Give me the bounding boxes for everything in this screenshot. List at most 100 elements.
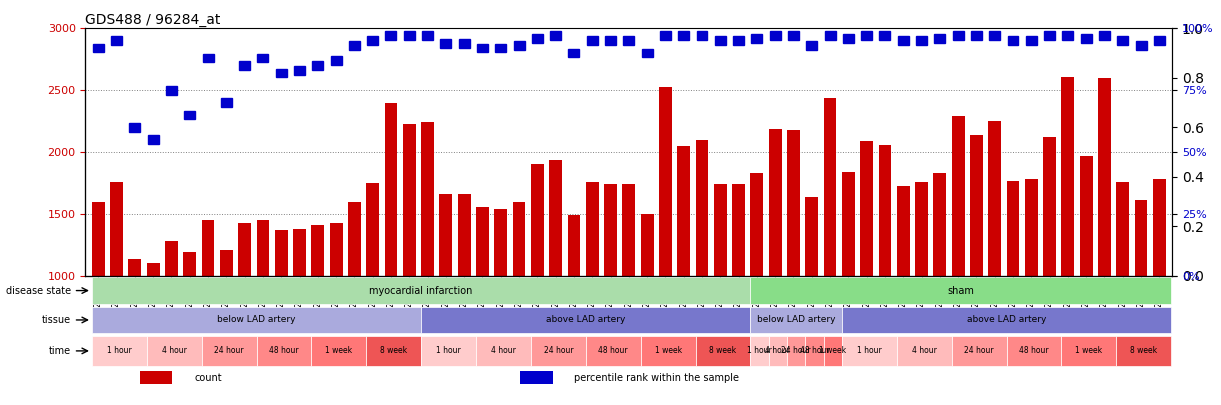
Bar — [879, 32, 890, 40]
Text: below LAD artery: below LAD artery — [217, 315, 295, 324]
Bar — [788, 336, 806, 366]
Bar — [861, 32, 872, 40]
Bar — [624, 36, 634, 45]
Bar — [495, 209, 507, 400]
Bar — [788, 32, 799, 40]
Bar — [128, 258, 142, 400]
Bar — [569, 49, 580, 58]
Bar — [348, 202, 360, 400]
Bar — [92, 307, 421, 333]
Bar — [110, 182, 123, 400]
Bar — [330, 223, 343, 400]
Text: 48 hour: 48 hour — [800, 346, 829, 356]
Text: 4 hour: 4 hour — [491, 346, 516, 356]
Bar — [531, 164, 543, 400]
Text: 24 hour: 24 hour — [214, 346, 244, 356]
Bar — [1044, 32, 1055, 40]
Bar — [92, 202, 105, 400]
Bar — [952, 32, 963, 40]
Bar — [129, 123, 140, 132]
Bar — [476, 207, 488, 400]
Bar — [678, 32, 689, 40]
Bar — [623, 184, 635, 400]
Bar — [861, 141, 873, 400]
Bar — [311, 336, 366, 366]
Text: 24 hour: 24 hour — [965, 346, 994, 356]
Bar — [421, 307, 751, 333]
Text: 8 week: 8 week — [1131, 346, 1158, 356]
Text: 1 hour: 1 hour — [107, 346, 132, 356]
Bar — [568, 215, 580, 400]
Bar — [788, 130, 800, 400]
Text: 48 hour: 48 hour — [1020, 346, 1049, 356]
Text: percentile rank within the sample: percentile rank within the sample — [574, 373, 740, 383]
Bar — [1006, 336, 1061, 366]
Bar — [951, 116, 965, 400]
Bar — [1061, 77, 1074, 400]
Bar — [933, 173, 946, 400]
Bar — [1098, 78, 1111, 400]
Bar — [934, 34, 945, 43]
Bar — [549, 160, 562, 400]
Bar — [331, 56, 342, 65]
Bar — [166, 86, 177, 94]
Bar — [148, 135, 159, 144]
Bar — [751, 336, 769, 366]
Bar — [659, 32, 670, 40]
Bar — [476, 336, 531, 366]
Bar — [733, 36, 744, 45]
Bar — [201, 336, 256, 366]
Bar — [183, 252, 197, 400]
Bar — [714, 184, 726, 400]
Bar — [696, 140, 708, 400]
Bar — [276, 68, 287, 77]
Text: 1 week: 1 week — [654, 346, 681, 356]
Bar — [256, 220, 270, 400]
Text: 8 week: 8 week — [709, 346, 736, 356]
Bar — [1099, 32, 1110, 40]
Text: 48 hour: 48 hour — [598, 346, 628, 356]
Bar — [842, 34, 853, 43]
Text: above LAD artery: above LAD artery — [546, 315, 625, 324]
Bar — [477, 44, 488, 53]
Bar — [165, 241, 178, 400]
Text: 1 week: 1 week — [819, 346, 846, 356]
Bar — [366, 336, 421, 366]
Bar — [897, 336, 951, 366]
Bar — [806, 336, 824, 366]
Bar — [659, 87, 672, 400]
Bar — [842, 172, 855, 400]
Bar — [111, 36, 122, 45]
Bar — [1043, 137, 1056, 400]
Bar — [696, 32, 707, 40]
Bar — [769, 129, 781, 400]
Bar — [238, 223, 252, 400]
Bar — [184, 111, 195, 119]
Bar — [751, 307, 842, 333]
Bar — [294, 66, 305, 75]
Bar — [293, 229, 306, 400]
Bar — [520, 371, 553, 384]
Text: 1 week: 1 week — [325, 346, 353, 356]
Bar — [1153, 179, 1166, 400]
Bar — [1006, 181, 1020, 400]
Bar — [824, 98, 836, 400]
Bar — [92, 277, 751, 304]
Bar — [606, 36, 617, 45]
Bar — [403, 124, 415, 400]
Bar — [586, 182, 598, 400]
Bar — [239, 61, 250, 70]
Bar — [1007, 36, 1018, 45]
Bar — [1136, 41, 1147, 50]
Bar — [93, 44, 104, 53]
Bar — [496, 44, 507, 53]
Bar — [641, 49, 652, 58]
Text: disease state: disease state — [6, 286, 71, 296]
Bar — [1117, 36, 1128, 45]
Bar — [733, 184, 745, 400]
Bar — [1081, 34, 1092, 43]
Bar — [422, 32, 433, 40]
Bar — [221, 98, 232, 107]
Bar — [203, 54, 214, 62]
Bar — [678, 146, 690, 400]
